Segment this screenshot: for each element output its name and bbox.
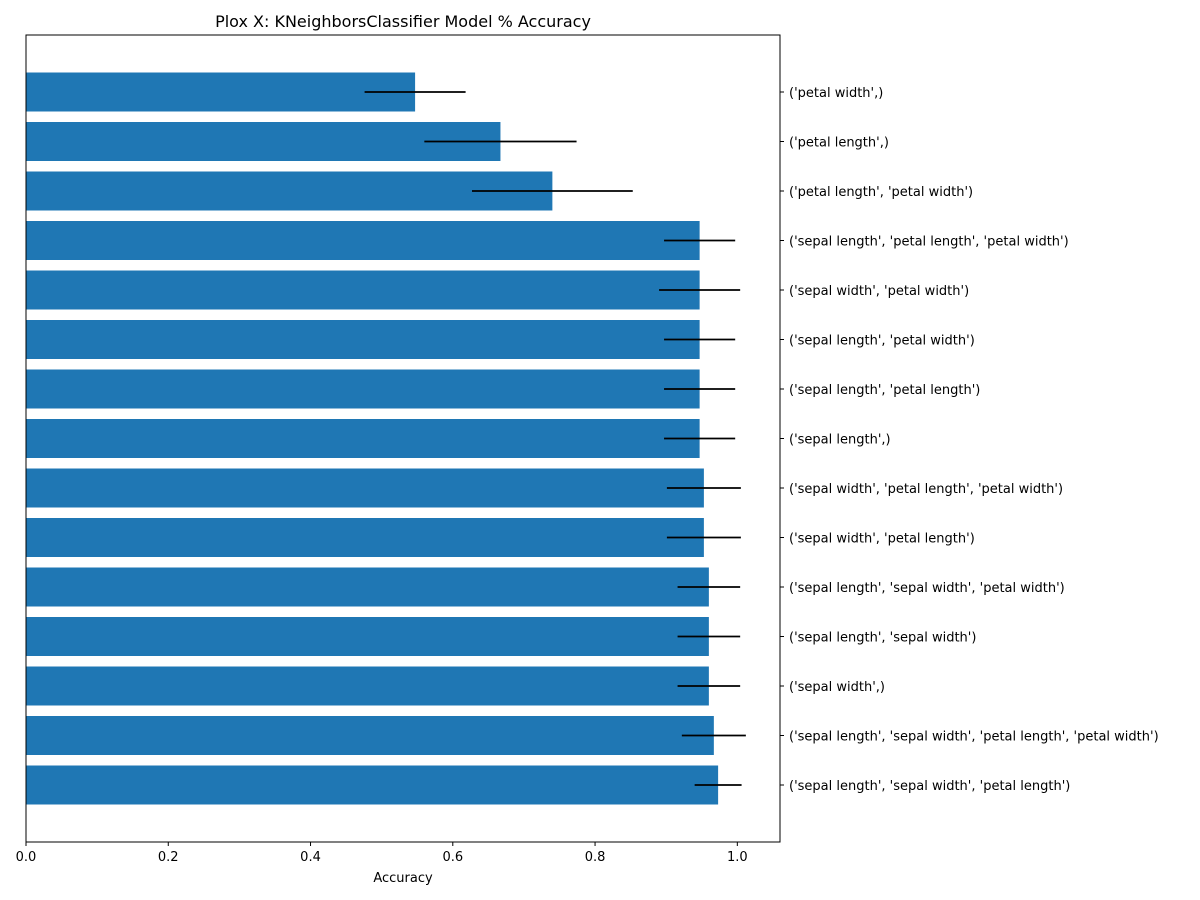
bar-10 <box>26 567 709 607</box>
y-tick-label-5: ('sepal length', 'petal width') <box>789 334 975 349</box>
bar-6 <box>26 369 700 409</box>
y-tick-label-12: ('sepal width',) <box>789 680 885 695</box>
x-tick-label-2: 0.4 <box>300 850 321 865</box>
x-tick-label-4: 0.8 <box>585 850 606 865</box>
y-tick-label-14: ('sepal length', 'sepal width', 'petal l… <box>789 779 1070 794</box>
bars-group <box>26 72 719 805</box>
y-tick-label-0: ('petal width',) <box>789 86 883 101</box>
y-tick-label-13: ('sepal length', 'sepal width', 'petal l… <box>789 730 1159 745</box>
y-tick-label-3: ('sepal length', 'petal length', 'petal … <box>789 235 1069 250</box>
bar-14 <box>26 765 719 805</box>
x-axis-ticks: 0.0 0.2 0.4 0.6 0.8 1.0 <box>16 842 748 865</box>
bar-13 <box>26 716 714 755</box>
bar-3 <box>26 221 700 260</box>
y-tick-label-2: ('petal length', 'petal width') <box>789 185 973 200</box>
bar-12 <box>26 666 709 706</box>
bar-2 <box>26 171 553 211</box>
bar-1 <box>26 122 501 161</box>
y-tick-label-10: ('sepal length', 'sepal width', 'petal w… <box>789 581 1065 596</box>
x-axis-label: Accuracy <box>373 871 433 886</box>
x-tick-label-5: 1.0 <box>727 850 748 865</box>
x-tick-label-1: 0.2 <box>158 850 179 865</box>
bar-9 <box>26 518 704 557</box>
y-tick-label-9: ('sepal width', 'petal length') <box>789 532 975 547</box>
x-tick-label-0: 0.0 <box>16 850 37 865</box>
bar-8 <box>26 468 704 508</box>
y-tick-label-4: ('sepal width', 'petal width') <box>789 284 969 299</box>
y-tick-label-6: ('sepal length', 'petal length') <box>789 383 980 398</box>
bar-7 <box>26 419 700 458</box>
bar-4 <box>26 270 700 310</box>
bar-11 <box>26 617 709 656</box>
y-tick-label-11: ('sepal length', 'sepal width') <box>789 631 976 646</box>
y-axis-ticks: ('petal width',) ('petal length',) ('petal… <box>780 86 1159 794</box>
chart-title: Plox X: KNeighborsClassifier Model % Acc… <box>215 12 591 31</box>
error-bars-group <box>364 91 746 786</box>
x-tick-label-3: 0.6 <box>442 850 463 865</box>
y-tick-label-1: ('petal length',) <box>789 136 889 151</box>
bar-0 <box>26 72 416 112</box>
bar-5 <box>26 320 700 359</box>
y-tick-label-7: ('sepal length',) <box>789 433 891 448</box>
y-tick-label-8: ('sepal width', 'petal length', 'petal w… <box>789 482 1063 497</box>
